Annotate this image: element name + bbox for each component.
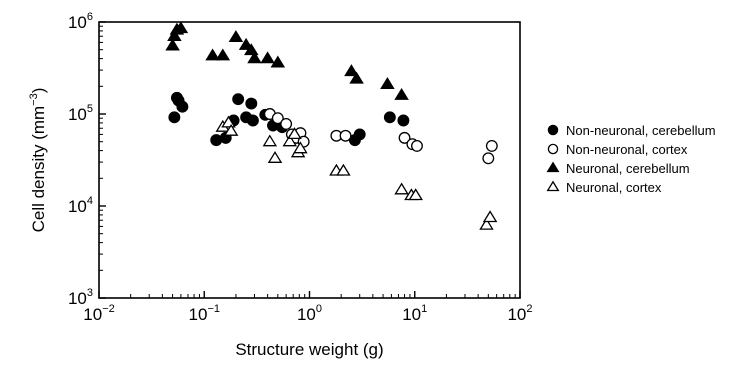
circle-point: [339, 129, 352, 142]
x-tick-label: 102: [507, 303, 532, 324]
triangle-point: [165, 38, 180, 51]
legend-label: Non-neuronal, cerebellum: [566, 123, 716, 138]
circle-point: [245, 97, 258, 110]
legend-label: Neuronal, cerebellum: [566, 161, 690, 176]
legend-item-neuronal-cortex: Neuronal, cortex: [546, 180, 662, 195]
y-axis-ticks: 103 104 105 106: [68, 11, 106, 308]
triangle-point: [336, 163, 351, 176]
legend-label: Non-neuronal, cortex: [566, 142, 688, 157]
triangle-point: [479, 217, 494, 230]
x-axis-title: Structure weight (g): [235, 340, 383, 359]
y-tick-label: 103: [68, 287, 93, 308]
legend-marker: [546, 180, 560, 192]
y-tick-label: 106: [68, 11, 93, 32]
y-tick-label: 104: [68, 195, 93, 216]
plot-frame: [98, 21, 521, 299]
legend: Non-neuronal, cerebellum Non-neuronal, co…: [546, 123, 716, 195]
triangle-point: [482, 210, 498, 223]
x-tick-label: 100: [297, 303, 322, 324]
data-points: [165, 21, 498, 230]
triangle-point: [228, 30, 244, 43]
circle-point: [397, 114, 410, 127]
triangle-point: [262, 134, 278, 147]
legend-marker: [547, 143, 559, 155]
circle-point: [383, 111, 396, 124]
legend-item-non-neuronal-cortex: Non-neuronal, cortex: [547, 142, 688, 157]
triangle-point: [408, 188, 423, 201]
circle-point: [232, 93, 245, 106]
x-tick-label: 101: [402, 303, 427, 324]
series-neuronal-cortex: [215, 115, 498, 230]
triangle-point: [344, 64, 359, 77]
y-tick-label: 105: [68, 103, 93, 124]
legend-label: Neuronal, cortex: [566, 180, 662, 195]
circle-point: [246, 114, 259, 127]
triangle-point: [293, 141, 308, 154]
circle-point: [411, 139, 423, 152]
x-tick-label: 10−1: [189, 303, 220, 324]
triangle-point: [205, 48, 220, 61]
triangle-point: [260, 51, 275, 64]
legend-item-neuronal-cerebellum: Neuronal, cerebellum: [546, 161, 690, 176]
triangle-point: [247, 51, 262, 64]
triangle-point: [287, 127, 302, 140]
triangle-point: [238, 37, 254, 50]
circle-point: [280, 117, 293, 130]
y-axis-title: Cell density (mm−3): [28, 88, 48, 233]
x-tick-label: 10−2: [83, 303, 114, 324]
triangle-point: [167, 28, 182, 41]
x-axis-ticks: 10−2 10−1 100 101 102: [83, 291, 533, 324]
triangle-point: [267, 151, 283, 163]
legend-marker: [547, 124, 559, 136]
triangle-point: [282, 134, 298, 147]
circle-point: [353, 128, 366, 141]
triangle-point: [173, 21, 189, 34]
triangle-point: [380, 77, 395, 90]
circle-point: [168, 111, 181, 124]
legend-item-non-neuronal-cerebellum: Non-neuronal, cerebellum: [547, 123, 716, 138]
triangle-point: [270, 55, 286, 68]
legend-marker: [546, 161, 560, 173]
circle-point: [176, 100, 189, 113]
triangle-point: [349, 71, 364, 84]
circle-point: [210, 134, 223, 147]
triangle-point: [223, 123, 239, 136]
triangle-point: [221, 115, 236, 128]
triangle-point: [394, 87, 409, 100]
circle-point: [398, 131, 411, 144]
circle-point: [485, 139, 498, 152]
circle-point: [271, 112, 284, 125]
series-neuronal-cerebellum: [165, 21, 409, 100]
series-non-neuronal-cerebellum: [168, 91, 410, 147]
triangle-point: [215, 48, 231, 61]
triangle-point: [394, 182, 409, 195]
circle-point: [482, 152, 495, 165]
